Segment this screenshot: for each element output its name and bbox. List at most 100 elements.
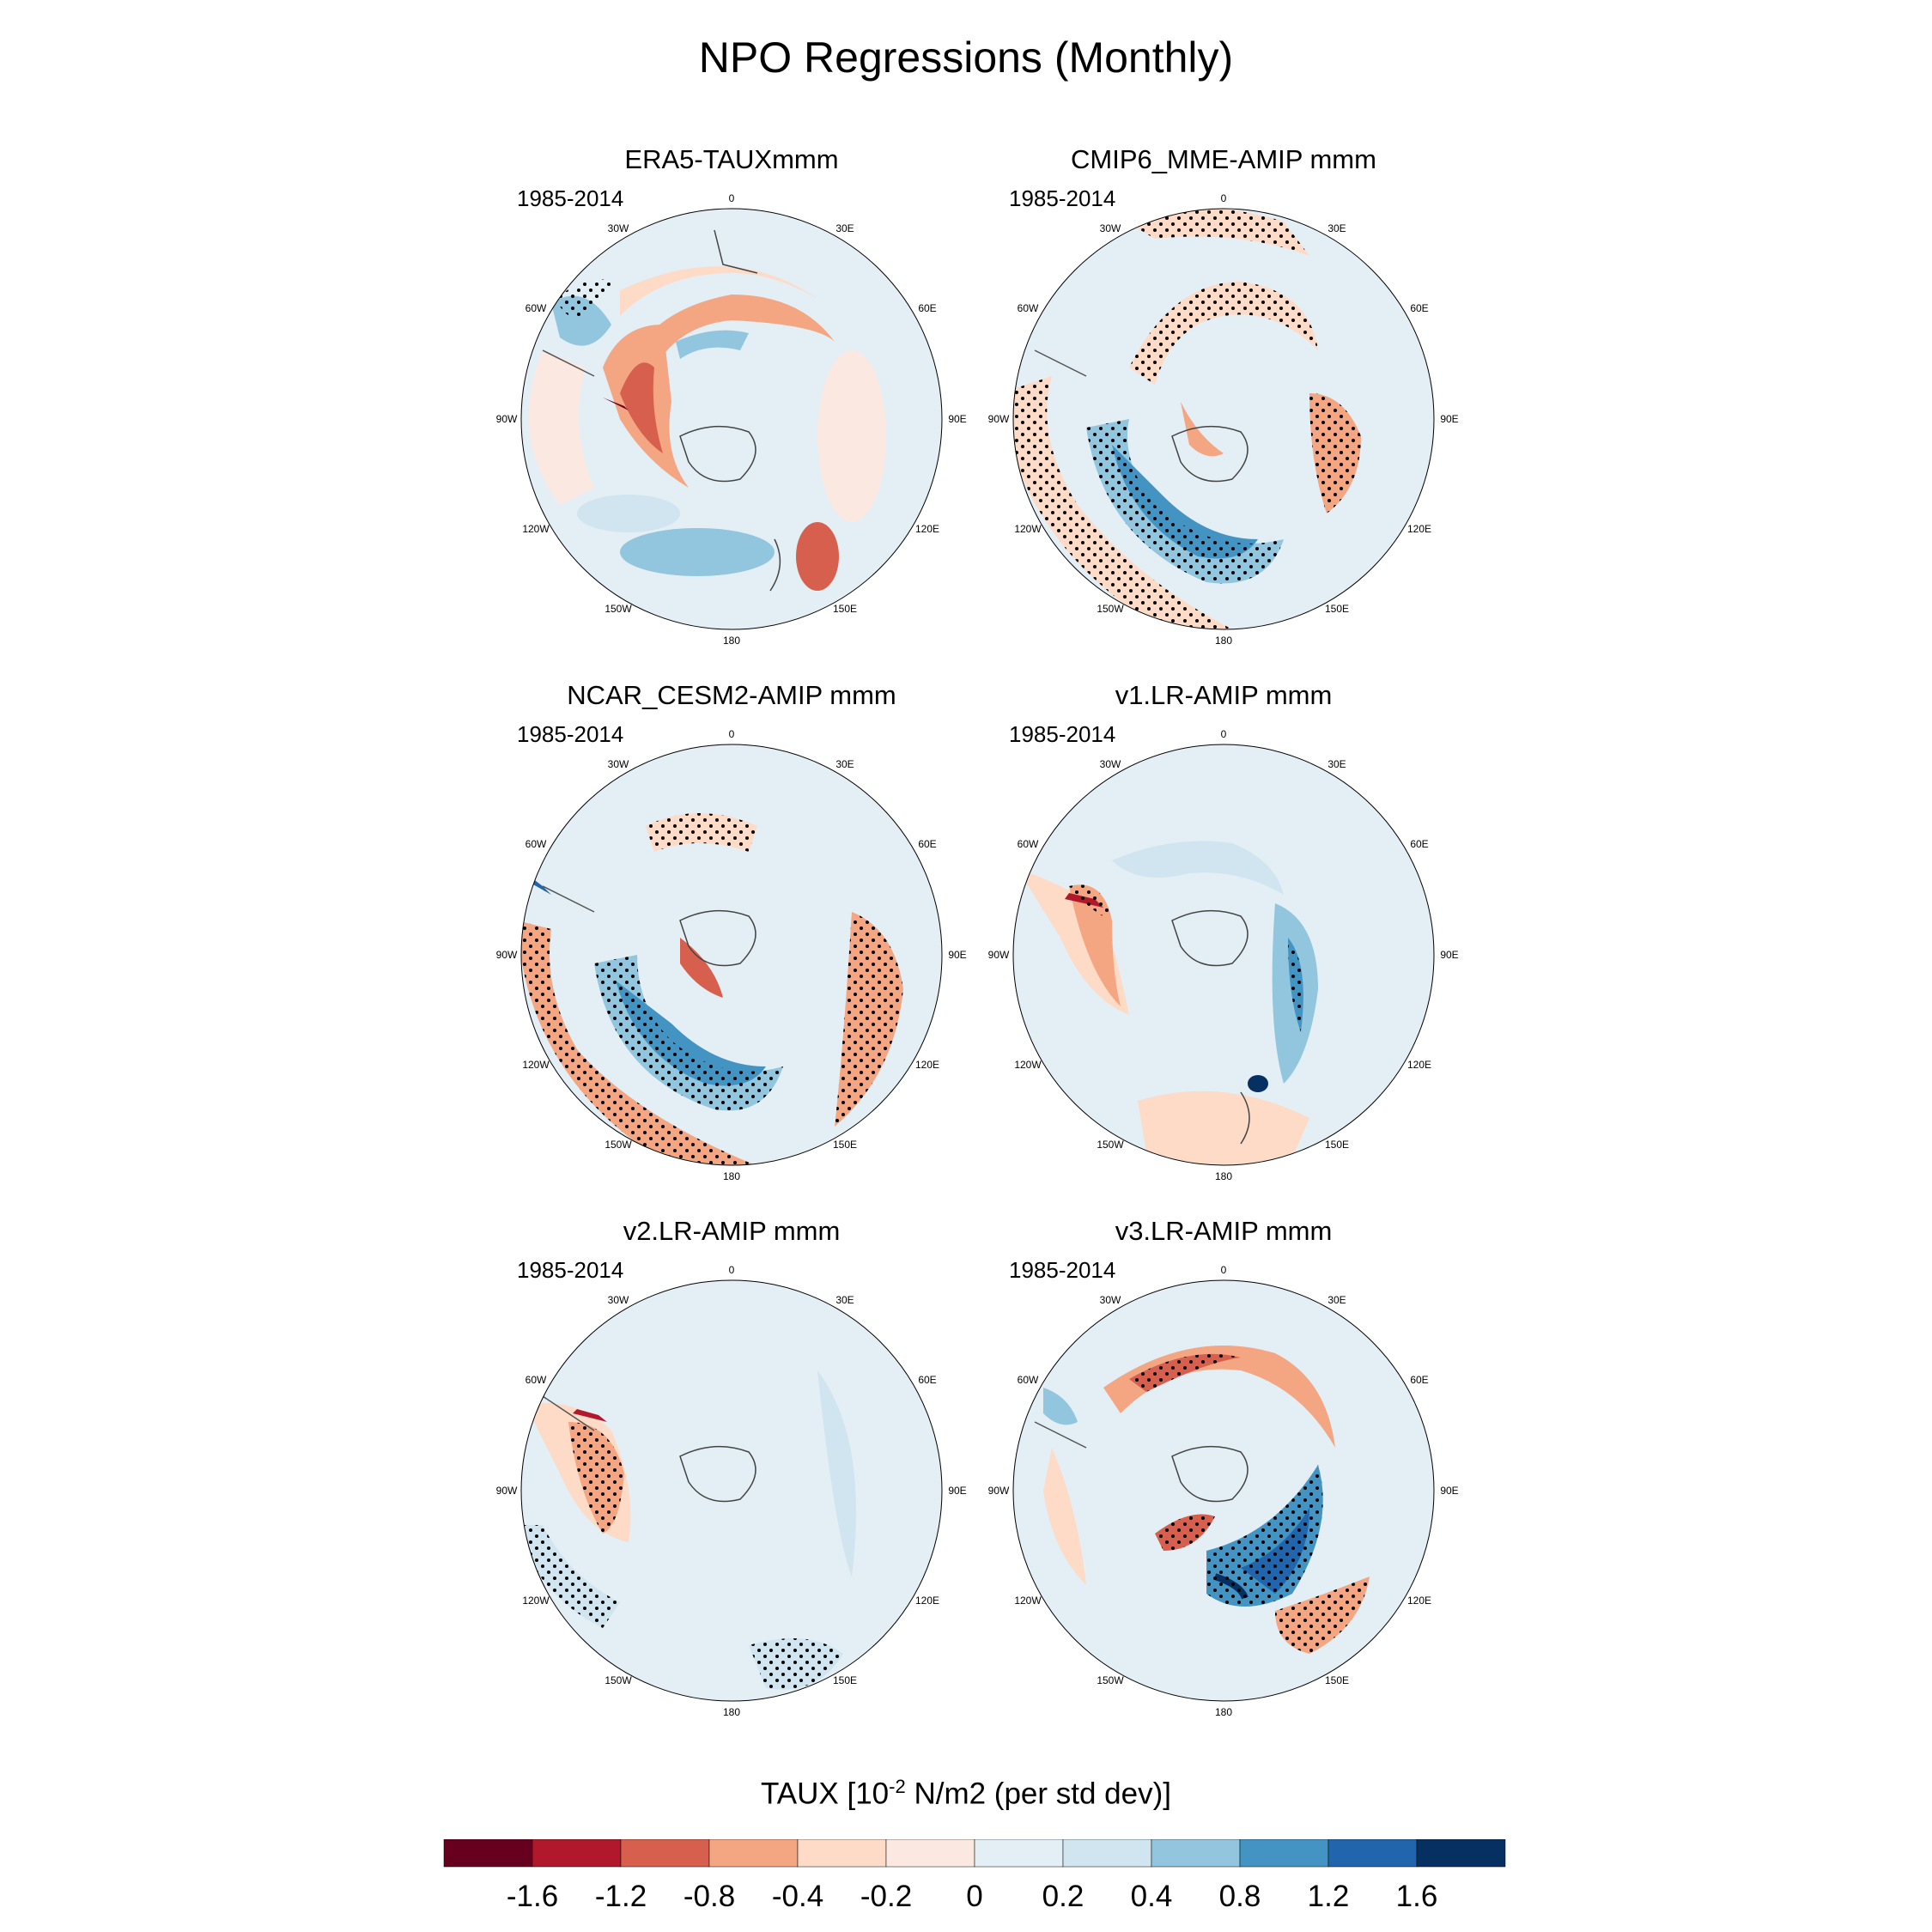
map-panel-v1: v1.LR-AMIP mmm 1985-2014 0 30E 60E 90E 1… (983, 680, 1464, 1195)
lon-label: 60E (918, 302, 936, 314)
lon-label: 180 (1215, 635, 1232, 647)
panel-period: 1985-2014 (1009, 185, 1116, 211)
lon-label: 90E (1440, 949, 1458, 961)
lon-label: 30W (1100, 758, 1121, 770)
lon-label: 180 (723, 1170, 740, 1182)
lon-label: 150E (1325, 1139, 1349, 1151)
colorbar-swatch (1151, 1839, 1241, 1868)
polar-map: 0 30E 60E 90E 120E 150E 180 150W 120W 90… (496, 728, 967, 1182)
colorbar-swatch (532, 1839, 622, 1868)
lon-label: 150E (833, 1139, 857, 1151)
colorbar-swatch (708, 1839, 799, 1868)
lon-label: 60E (918, 1374, 936, 1386)
colorbar-tick-label: -1.6 (507, 1880, 558, 1913)
colorbar-title-exponent: -2 (889, 1776, 906, 1797)
colorbar-swatch (1327, 1839, 1418, 1868)
lon-label: 0 (1221, 1264, 1227, 1276)
lon-label: 180 (1215, 1170, 1232, 1182)
polar-map: 0 30E 60E 90E 120E 150E 180 150W 120W 90… (988, 192, 1459, 647)
lon-label: 60E (1410, 1374, 1428, 1386)
colorbar-tick-label: 0 (966, 1880, 982, 1913)
lon-label: 90W (988, 1485, 1010, 1497)
lon-label: 90W (988, 949, 1010, 961)
colorbar-tick-label: -0.2 (860, 1880, 912, 1913)
panel-title: ERA5-TAUXmmm (624, 144, 839, 174)
map-panel-era5: ERA5-TAUXmmm 1985-2014 0 (491, 144, 972, 659)
lon-label: 120W (1014, 1595, 1042, 1607)
panel-period: 1985-2014 (517, 185, 624, 211)
panel-title: v2.LR-AMIP mmm (623, 1216, 841, 1246)
lon-label: 150E (833, 603, 857, 615)
lon-label: 60W (526, 838, 547, 850)
colorbar-tick-label: 1.2 (1308, 1880, 1350, 1913)
colorbar-tick-label: -1.2 (595, 1880, 647, 1913)
lon-label: 30W (608, 1294, 629, 1306)
lon-label: 60W (526, 302, 547, 314)
lon-label: 90W (496, 413, 518, 425)
lon-label: 30E (835, 758, 854, 770)
lon-label: 60W (526, 1374, 547, 1386)
lon-label: 120W (522, 1059, 550, 1071)
lon-label: 120W (1014, 1059, 1042, 1071)
panel-period: 1985-2014 (517, 1257, 624, 1283)
panel-title: v3.LR-AMIP mmm (1115, 1216, 1333, 1246)
colorbar: -1.6 -1.2 -0.8 -0.4 -0.2 0 0.2 0.4 0.8 1.2 1.6 (443, 1839, 1506, 1913)
lon-label: 0 (729, 1264, 735, 1276)
map-panel-cesm2: NCAR_CESM2-AMIP mmm 1985-2014 0 30E 60E … (491, 680, 972, 1195)
panel-period: 1985-2014 (1009, 721, 1116, 747)
panel-title: v1.LR-AMIP mmm (1115, 680, 1333, 710)
colorbar-title-prefix: TAUX [10 (761, 1777, 890, 1811)
lon-label: 90E (1440, 1485, 1458, 1497)
polar-map: 0 30E 60E 90E 120E 150E 180 150W 120W 90… (988, 728, 1459, 1182)
lon-label: 30E (835, 1294, 854, 1306)
lon-label: 30W (1100, 222, 1121, 234)
colorbar-swatch (885, 1839, 975, 1868)
lon-label: 180 (723, 1706, 740, 1718)
lon-label: 0 (1221, 192, 1227, 204)
colorbar-tick-label: 0.2 (1042, 1880, 1084, 1913)
lon-label: 90E (948, 949, 966, 961)
lon-label: 60W (1018, 1374, 1039, 1386)
lon-label: 180 (1215, 1706, 1232, 1718)
lon-label: 120E (915, 523, 939, 535)
lon-label: 0 (729, 192, 735, 204)
lon-label: 120W (1014, 523, 1042, 535)
lon-label: 90W (988, 413, 1010, 425)
lon-label: 150E (1325, 603, 1349, 615)
polar-map: 0 30E 60E 90E 120E 150E 180 150W 120W 90… (496, 192, 967, 647)
panel-title: NCAR_CESM2-AMIP mmm (567, 680, 896, 710)
colorbar-tick-label: 0.4 (1131, 1880, 1173, 1913)
colorbar-tick-label: 0.8 (1219, 1880, 1261, 1913)
colorbar-title-suffix: N/m2 (per std dev)] (905, 1777, 1171, 1811)
lon-label: 180 (723, 635, 740, 647)
colorbar-swatch (443, 1839, 533, 1868)
lon-label: 30E (1327, 1294, 1346, 1306)
lon-label: 30W (608, 758, 629, 770)
colorbar-swatch (1239, 1839, 1329, 1868)
lon-label: 30E (1327, 222, 1346, 234)
figure-title: NPO Regressions (Monthly) (698, 33, 1234, 82)
lon-label: 90E (1440, 413, 1458, 425)
colorbar-tick-label: -0.4 (772, 1880, 823, 1913)
colorbar-swatch (1416, 1839, 1506, 1868)
lon-label: 150W (1097, 1674, 1124, 1686)
lon-label: 90E (948, 413, 966, 425)
lon-label: 30W (608, 222, 629, 234)
lon-label: 120E (1407, 1595, 1431, 1607)
lon-label: 0 (729, 728, 735, 740)
colorbar-swatch (797, 1839, 887, 1868)
colorbar-swatch (974, 1839, 1064, 1868)
panel-period: 1985-2014 (517, 721, 624, 747)
lon-label: 60E (1410, 838, 1428, 850)
lon-label: 0 (1221, 728, 1227, 740)
lon-label: 90W (496, 949, 518, 961)
lon-label: 150W (1097, 603, 1124, 615)
lon-label: 150W (605, 603, 632, 615)
colorbar-swatch (1062, 1839, 1152, 1868)
lon-label: 30E (835, 222, 854, 234)
polar-map: 0 30E 60E 90E 120E 150E 180 150W 120W 90… (496, 1264, 967, 1718)
polar-map: 0 30E 60E 90E 120E 150E 180 150W 120W 90… (988, 1264, 1459, 1718)
panel-title: CMIP6_MME-AMIP mmm (1071, 144, 1376, 174)
colorbar-tick-label: 1.6 (1396, 1880, 1438, 1913)
lon-label: 150E (1325, 1674, 1349, 1686)
